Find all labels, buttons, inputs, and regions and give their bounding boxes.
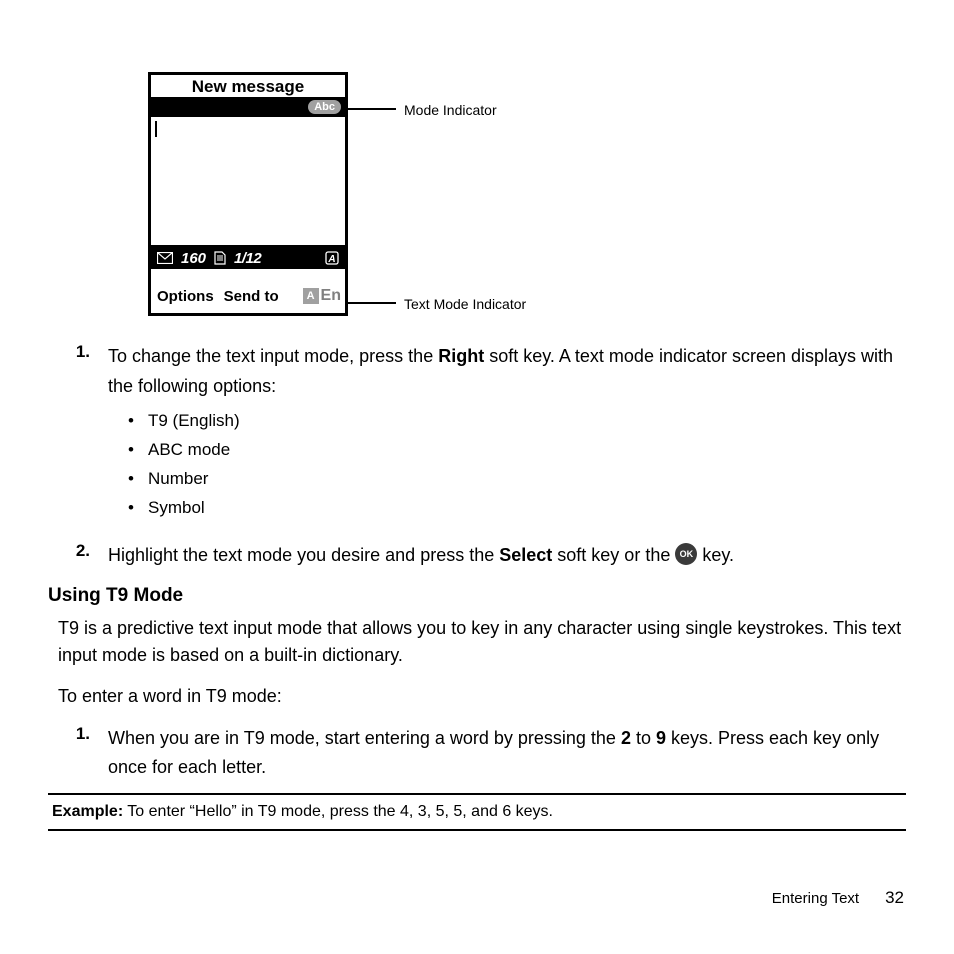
footer-page-number: 32	[885, 888, 904, 908]
callout-text-mode-indicator: Text Mode Indicator	[404, 296, 526, 312]
body-text: to	[631, 728, 656, 748]
ok-key-icon: OK	[675, 543, 697, 565]
phone-screen: New message Abc 160 1/12 A Options Send …	[148, 72, 348, 316]
body-text: To change the text input mode, press the	[108, 346, 438, 366]
step-body: Highlight the text mode you desire and p…	[108, 541, 734, 571]
bullet-dot: •	[128, 465, 148, 494]
bullet-dot: •	[128, 436, 148, 465]
char-count: 160	[181, 250, 206, 267]
phone-diagram: New message Abc 160 1/12 A Options Send …	[148, 72, 906, 322]
example-label: Example:	[52, 803, 123, 820]
example-text: To enter “Hello” in T9 mode, press the 4…	[123, 803, 553, 820]
callout-line-mode	[344, 108, 396, 110]
text-cursor	[155, 121, 157, 137]
step-body: To change the text input mode, press the…	[108, 342, 906, 401]
bullet-item: •Symbol	[128, 494, 906, 523]
phone-softkey-row: Options Send to A En	[151, 269, 345, 309]
step-number: 1.	[48, 342, 108, 401]
step-item: 1.When you are in T9 mode, start enterin…	[48, 724, 906, 783]
text-mode-box: A En	[303, 287, 341, 305]
envelope-icon	[157, 252, 173, 264]
bold-text: 2	[621, 728, 631, 748]
bullet-dot: •	[128, 494, 148, 523]
bullet-item: •T9 (English)	[128, 407, 906, 436]
options-list: •T9 (English)•ABC mode•Number•Symbol	[128, 407, 906, 523]
step-number: 2.	[48, 541, 108, 571]
body-text: key.	[697, 545, 734, 565]
page-footer: Entering Text 32	[772, 888, 904, 908]
steps-list-c: 1.When you are in T9 mode, start enterin…	[48, 724, 906, 783]
bullet-dot: •	[128, 407, 148, 436]
footer-section: Entering Text	[772, 890, 859, 907]
bullet-text: Symbol	[148, 494, 205, 523]
phone-title: New message	[151, 75, 345, 97]
text-mode-lang: En	[321, 287, 341, 305]
softkey-center: Send to	[224, 288, 279, 305]
softkey-left: Options	[157, 288, 214, 305]
phone-textarea	[151, 117, 345, 247]
manual-page: New message Abc 160 1/12 A Options Send …	[48, 72, 906, 831]
body-text: When you are in T9 mode, start entering …	[108, 728, 621, 748]
bullet-text: T9 (English)	[148, 407, 240, 436]
page-count: 1/12	[234, 250, 261, 267]
bold-text: Right	[438, 346, 484, 366]
body-text: soft key or the	[552, 545, 675, 565]
bullet-text: Number	[148, 465, 208, 494]
para-t9-intro: To enter a word in T9 mode:	[58, 683, 906, 710]
body-text: Highlight the text mode you desire and p…	[108, 545, 499, 565]
bullet-text: ABC mode	[148, 436, 230, 465]
example-box: Example: To enter “Hello” in T9 mode, pr…	[48, 793, 906, 831]
a-box-icon: A	[325, 251, 339, 265]
bullet-item: •ABC mode	[128, 436, 906, 465]
text-mode-a-icon: A	[303, 288, 319, 304]
step-item: 2.Highlight the text mode you desire and…	[48, 541, 906, 571]
phone-status-bar: 160 1/12 A	[151, 247, 345, 269]
bold-text: 9	[656, 728, 666, 748]
callout-mode-indicator: Mode Indicator	[404, 102, 497, 118]
para-t9-desc: T9 is a predictive text input mode that …	[58, 615, 906, 669]
steps-list-a: 1.To change the text input mode, press t…	[48, 342, 906, 401]
callout-line-textmode	[348, 302, 396, 304]
step-number: 1.	[48, 724, 108, 783]
page-icon	[214, 251, 226, 265]
bold-text: Select	[499, 545, 552, 565]
svg-text:A: A	[327, 254, 335, 265]
step-body: When you are in T9 mode, start entering …	[108, 724, 906, 783]
phone-topbar: Abc	[151, 97, 345, 117]
bullet-item: •Number	[128, 465, 906, 494]
steps-list-b: 2.Highlight the text mode you desire and…	[48, 541, 906, 571]
mode-pill: Abc	[308, 100, 341, 114]
heading-t9: Using T9 Mode	[48, 585, 906, 607]
step-item: 1.To change the text input mode, press t…	[48, 342, 906, 401]
